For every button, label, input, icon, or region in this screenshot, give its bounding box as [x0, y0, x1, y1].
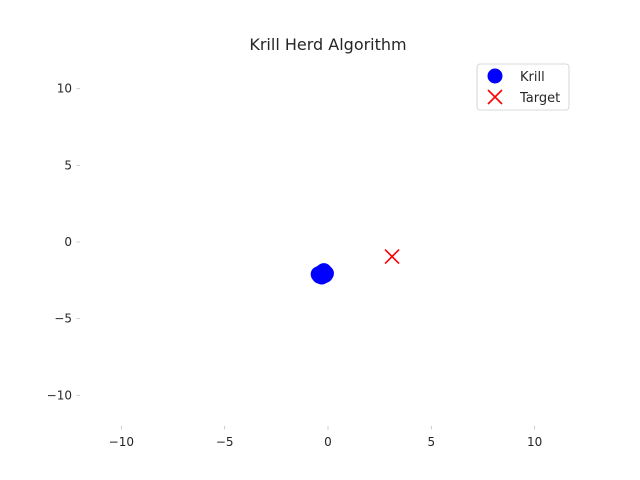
- x-tick-label: 10: [527, 435, 542, 449]
- legend: Krill Target: [476, 63, 570, 111]
- axes: −10 −5 0 5 10 −10 −5 0 5 10: [47, 82, 543, 449]
- y-tick-label: −5: [54, 312, 72, 326]
- legend-label: Target: [519, 91, 560, 106]
- x-tick-label: −10: [109, 435, 134, 449]
- x-tick-label: −5: [216, 435, 234, 449]
- legend-label: Krill: [520, 70, 545, 85]
- y-tick-label: 0: [64, 235, 72, 249]
- x-tick-label: 5: [428, 435, 436, 449]
- chart-title: Krill Herd Algorithm: [249, 35, 406, 54]
- x-tick-label: 0: [324, 435, 332, 449]
- legend-target-marker: [487, 89, 503, 105]
- target-marker: [384, 249, 400, 265]
- legend-krill-marker: [487, 68, 503, 84]
- y-tick-label: 5: [64, 158, 72, 172]
- y-tick-label: −10: [47, 388, 72, 402]
- plot-area: [310, 249, 400, 285]
- y-tick-label: 10: [57, 82, 72, 96]
- krill-point: [317, 265, 334, 282]
